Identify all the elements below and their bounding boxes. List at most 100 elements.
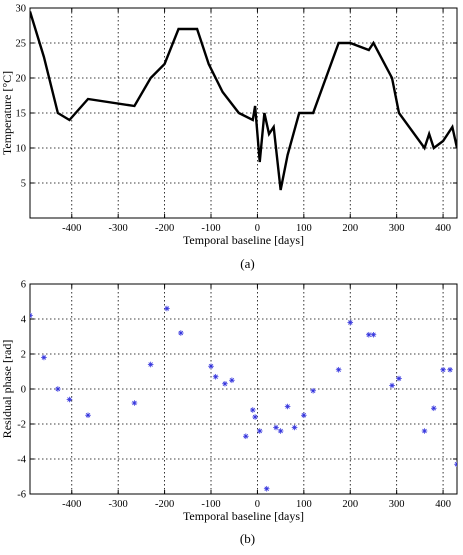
- star-marker-stroke: [243, 434, 249, 439]
- star-marker-stroke: [447, 367, 453, 372]
- data-point: [212, 373, 219, 380]
- y-tick-label: 6: [21, 280, 26, 291]
- series-line: [30, 11, 457, 191]
- data-point: [66, 396, 73, 403]
- y-axis-label: Residual phase [rad]: [0, 340, 14, 439]
- y-tick-label: -4: [17, 455, 26, 466]
- y-tick-label: 15: [16, 109, 27, 120]
- star-marker-stroke: [222, 381, 228, 386]
- x-tick-label: 100: [296, 499, 312, 510]
- star-marker-stroke: [366, 332, 372, 337]
- data-point: [147, 361, 154, 368]
- star-marker-stroke: [257, 428, 262, 434]
- star-marker-stroke: [41, 355, 47, 360]
- y-tick-label: 30: [16, 4, 27, 15]
- x-tick-label: -300: [109, 499, 128, 510]
- star-marker-stroke: [431, 406, 437, 411]
- star-marker-stroke: [371, 332, 376, 337]
- data-point: [178, 330, 184, 336]
- x-tick-label: -400: [62, 499, 81, 510]
- star-marker-stroke: [264, 486, 269, 491]
- x-tick-label: -100: [201, 223, 220, 234]
- y-tick-label: 25: [16, 39, 27, 50]
- star-marker-stroke: [208, 364, 214, 369]
- star-marker-stroke: [278, 428, 283, 434]
- y-tick-label: 20: [16, 74, 27, 85]
- data-point: [291, 424, 298, 431]
- data-point: [222, 380, 228, 387]
- x-tick-label: 400: [435, 223, 451, 234]
- data-point: [249, 407, 256, 413]
- star-marker-stroke: [348, 320, 353, 325]
- data-point: [347, 319, 354, 326]
- star-marker-stroke: [132, 400, 137, 406]
- data-point: [447, 366, 453, 373]
- data-point: [256, 428, 263, 434]
- data-point: [370, 331, 377, 338]
- data-point: [301, 412, 307, 419]
- y-axis-label: Temperature [°C]: [0, 71, 14, 155]
- data-point: [85, 412, 91, 419]
- chart-panel-a: -400 -300 -200 -100 0 100 200 300 400 5 10 15 20 25 30…: [0, 4, 458, 271]
- data-point: [396, 375, 402, 382]
- star-marker-stroke: [55, 386, 61, 392]
- star-marker-stroke: [440, 367, 446, 372]
- data-point: [310, 387, 316, 394]
- star-marker-stroke: [422, 428, 427, 434]
- data-point: [252, 414, 258, 420]
- data-point: [421, 428, 428, 434]
- star-marker-stroke: [67, 397, 72, 402]
- y-tick-label: 2: [21, 350, 26, 361]
- x-axis-label: Temporal baseline [days]: [183, 509, 304, 523]
- x-tick-label: -400: [62, 223, 81, 234]
- x-tick-label: -300: [109, 223, 128, 234]
- data-point: [284, 403, 291, 410]
- data-point: [229, 377, 235, 384]
- x-tick-label: -200: [155, 499, 174, 510]
- data-point: [164, 305, 170, 312]
- data-point: [243, 433, 249, 440]
- star-marker-stroke: [454, 462, 457, 465]
- chart-panel-b: -400 -300 -200 -100 0 100 200 300 400 -6 -4 -2 0 2 4 6 T…: [0, 280, 458, 546]
- data-point: [389, 382, 395, 389]
- star-marker-stroke: [310, 388, 316, 393]
- x-tick-label: 400: [435, 499, 451, 510]
- star-marker-stroke: [273, 425, 279, 430]
- data-point: [208, 363, 214, 370]
- star-marker-stroke: [454, 463, 457, 467]
- data-point: [430, 405, 437, 412]
- panel-label: (a): [240, 256, 254, 271]
- data-point: [30, 312, 33, 319]
- data-point: [335, 366, 342, 373]
- data-point: [440, 366, 446, 373]
- star-marker-stroke: [30, 313, 33, 317]
- star-marker-stroke: [250, 407, 256, 413]
- y-tick-label: -6: [17, 490, 26, 501]
- data-point: [41, 354, 47, 361]
- x-tick-label: 300: [389, 499, 405, 510]
- x-axis-label: Temporal baseline [days]: [183, 233, 304, 247]
- data-point: [131, 400, 138, 406]
- star-marker-stroke: [229, 378, 235, 383]
- y-tick-label: 4: [21, 315, 27, 326]
- data-point: [277, 428, 284, 434]
- star-marker-stroke: [292, 425, 297, 430]
- x-tick-label: 200: [342, 223, 358, 234]
- data-point: [454, 461, 457, 468]
- y-tick-label: 0: [21, 385, 26, 396]
- x-tick-label: 100: [296, 223, 312, 234]
- star-marker-stroke: [336, 367, 341, 372]
- star-marker-stroke: [164, 306, 170, 311]
- star-marker-stroke: [148, 362, 153, 367]
- x-tick-label: 200: [342, 499, 358, 510]
- star-marker-stroke: [213, 374, 218, 379]
- data-point: [55, 386, 61, 392]
- star-marker-stroke: [252, 414, 258, 420]
- star-marker-stroke: [178, 330, 184, 336]
- data-point: [263, 485, 270, 492]
- x-tick-label: 0: [255, 223, 260, 234]
- y-tick-label: 10: [16, 144, 27, 155]
- star-marker-stroke: [85, 413, 91, 418]
